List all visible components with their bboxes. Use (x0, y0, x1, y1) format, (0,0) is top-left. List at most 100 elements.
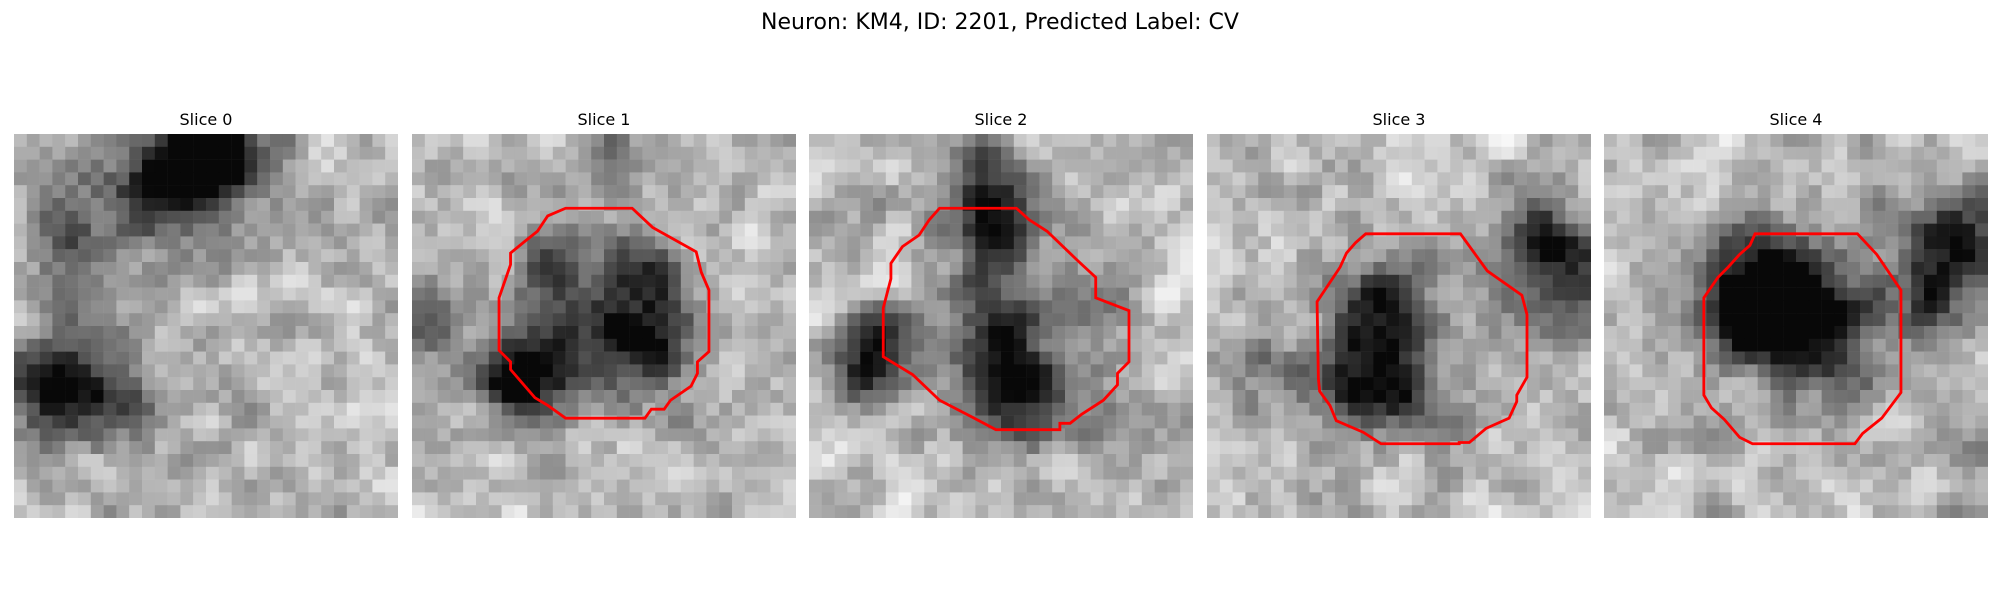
pixel (1949, 313, 1963, 327)
pixel (154, 249, 168, 263)
pixel (1296, 159, 1310, 173)
pixel (1501, 428, 1515, 442)
pixel (1732, 415, 1746, 429)
pixel (1975, 223, 1988, 237)
pixel (1911, 313, 1925, 327)
pixel (308, 172, 322, 186)
pixel (1642, 300, 1656, 314)
pixel (359, 492, 373, 506)
pixel (937, 210, 951, 224)
microscopy-pixels (809, 134, 1193, 518)
pixel (359, 428, 373, 442)
pixel (257, 441, 271, 455)
pixel (1411, 364, 1425, 378)
pixel (527, 466, 541, 480)
pixel (1616, 146, 1630, 160)
pixel (949, 146, 963, 160)
pixel (1501, 210, 1515, 224)
pixel (1411, 351, 1425, 365)
pixel (154, 326, 168, 340)
pixel (578, 300, 592, 314)
pixel (860, 134, 874, 148)
pixel (90, 185, 104, 199)
pixel (231, 287, 245, 301)
pixel (1860, 300, 1874, 314)
pixel (257, 172, 271, 186)
pixel (885, 313, 899, 327)
pixel (321, 338, 335, 352)
pixel (244, 338, 258, 352)
pixel (1167, 249, 1181, 263)
pixel (847, 185, 861, 199)
pixel (1103, 402, 1117, 416)
pixel (244, 300, 258, 314)
pixel (527, 287, 541, 301)
pixel (1578, 390, 1591, 404)
pixel (1026, 377, 1040, 391)
pixel (1975, 351, 1988, 365)
pixel (1655, 172, 1669, 186)
pixel (1141, 249, 1155, 263)
pixel (1399, 364, 1413, 378)
pixel (1411, 402, 1425, 416)
pixel (770, 287, 784, 301)
pixel (1783, 262, 1797, 276)
pixel (604, 402, 618, 416)
pixel (1386, 172, 1400, 186)
pixel (65, 377, 79, 391)
pixel (655, 287, 669, 301)
pixel (1668, 249, 1682, 263)
pixel (1399, 172, 1413, 186)
pixel (1898, 198, 1912, 212)
pixel (578, 338, 592, 352)
pixel (860, 390, 874, 404)
pixel (1847, 326, 1861, 340)
pixel (1488, 146, 1502, 160)
pixel (680, 134, 694, 148)
pixel (1860, 402, 1874, 416)
pixel (1578, 402, 1591, 416)
pixel (14, 505, 28, 518)
pixel (167, 402, 181, 416)
pixel (142, 338, 156, 352)
pixel (1116, 505, 1130, 518)
pixel (52, 313, 66, 327)
pixel (783, 364, 796, 378)
roi-outline (1315, 232, 1529, 446)
pixel (424, 441, 438, 455)
pixel (52, 377, 66, 391)
pixel (565, 428, 579, 442)
pixel (1885, 338, 1899, 352)
pixel (282, 505, 296, 518)
pixel (924, 198, 938, 212)
pixel (1936, 454, 1950, 468)
pixel (385, 492, 398, 506)
pixel (231, 492, 245, 506)
pixel (527, 479, 541, 493)
pixel (1962, 313, 1976, 327)
pixel (1962, 223, 1976, 237)
pixel (1437, 249, 1451, 263)
pixel (655, 441, 669, 455)
pixel (1013, 479, 1027, 493)
pixel (359, 287, 373, 301)
pixel (1283, 210, 1297, 224)
pixel (218, 338, 232, 352)
pixel (616, 274, 630, 288)
pixel (1539, 479, 1553, 493)
pixel (1141, 326, 1155, 340)
pixel (1488, 377, 1502, 391)
pixel (129, 326, 143, 340)
pixel (1975, 198, 1988, 212)
slice-image-4 (1604, 134, 1988, 518)
pixel (206, 364, 220, 378)
pixel (65, 402, 79, 416)
pixel (1463, 300, 1477, 314)
pixel (1808, 313, 1822, 327)
pixel (616, 185, 630, 199)
pixel (809, 287, 823, 301)
pixel (1103, 428, 1117, 442)
pixel (1719, 466, 1733, 480)
pixel (39, 351, 53, 365)
pixel (142, 198, 156, 212)
